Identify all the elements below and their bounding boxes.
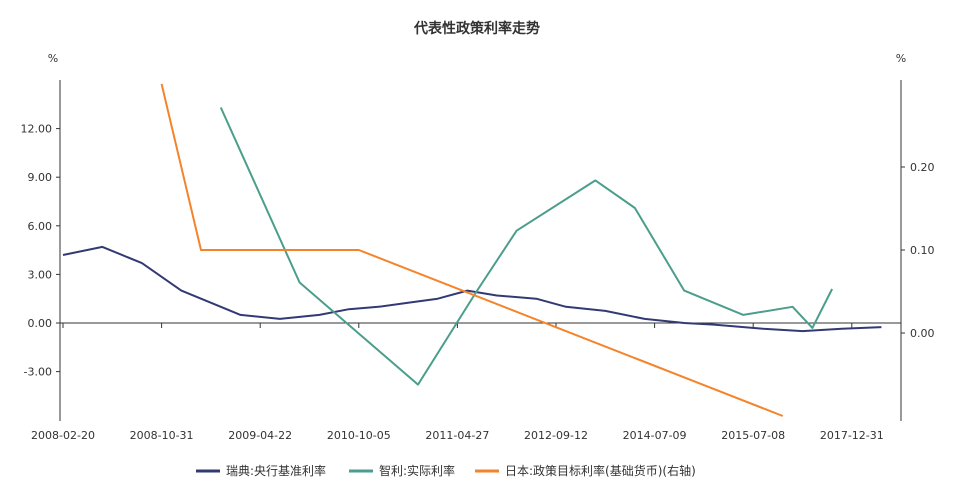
legend-label: 日本:政策目标利率(基础货币)(右轴)	[505, 463, 696, 478]
left-y-ticks: 12.00 9.00 6.00 3.00 0.00 -3.00	[21, 123, 60, 379]
left-tick-label: 0.00	[28, 317, 53, 330]
chart-title: 代表性政策利率走势	[413, 20, 540, 37]
x-ticks: 2008-02-20 2008-10-31 2009-04-22 2010-10-05…	[31, 323, 884, 442]
left-tick-label: 12.00	[21, 123, 53, 136]
x-tick-label: 2008-10-31	[130, 429, 194, 442]
x-tick-label: 2011-04-27	[425, 429, 489, 442]
x-tick-label: 2015-07-08	[721, 429, 785, 442]
left-tick-label: 3.00	[28, 268, 53, 281]
left-tick-label: 6.00	[28, 220, 53, 233]
legend: 瑞典:央行基准利率 智利:实际利率 日本:政策目标利率(基础货币)(右轴)	[196, 463, 696, 478]
series-line-3	[160, 83, 784, 417]
left-tick-label: -3.00	[24, 366, 52, 379]
x-tick-label: 2012-09-12	[524, 429, 588, 442]
x-tick-label: 2010-10-05	[327, 429, 391, 442]
x-tick-label: 2017-12-31	[820, 429, 884, 442]
right-tick-label: 0.20	[910, 161, 935, 174]
right-y-ticks: 0.20 0.10 0.00	[901, 161, 935, 340]
series-line-2	[219, 107, 833, 386]
x-tick-label: 2014-07-09	[623, 429, 687, 442]
x-tick-label: 2008-02-20	[31, 429, 95, 442]
series-line-1	[62, 245, 882, 333]
x-tick-label: 2009-04-22	[228, 429, 292, 442]
series-lines	[62, 83, 882, 417]
legend-label: 智利:实际利率	[379, 463, 455, 478]
legend-label: 瑞典:央行基准利率	[226, 463, 326, 478]
left-axis-unit: %	[48, 52, 58, 65]
right-axis-unit: %	[896, 52, 906, 65]
right-tick-label: 0.10	[910, 244, 935, 257]
left-tick-label: 9.00	[28, 171, 53, 184]
right-tick-label: 0.00	[910, 327, 935, 340]
